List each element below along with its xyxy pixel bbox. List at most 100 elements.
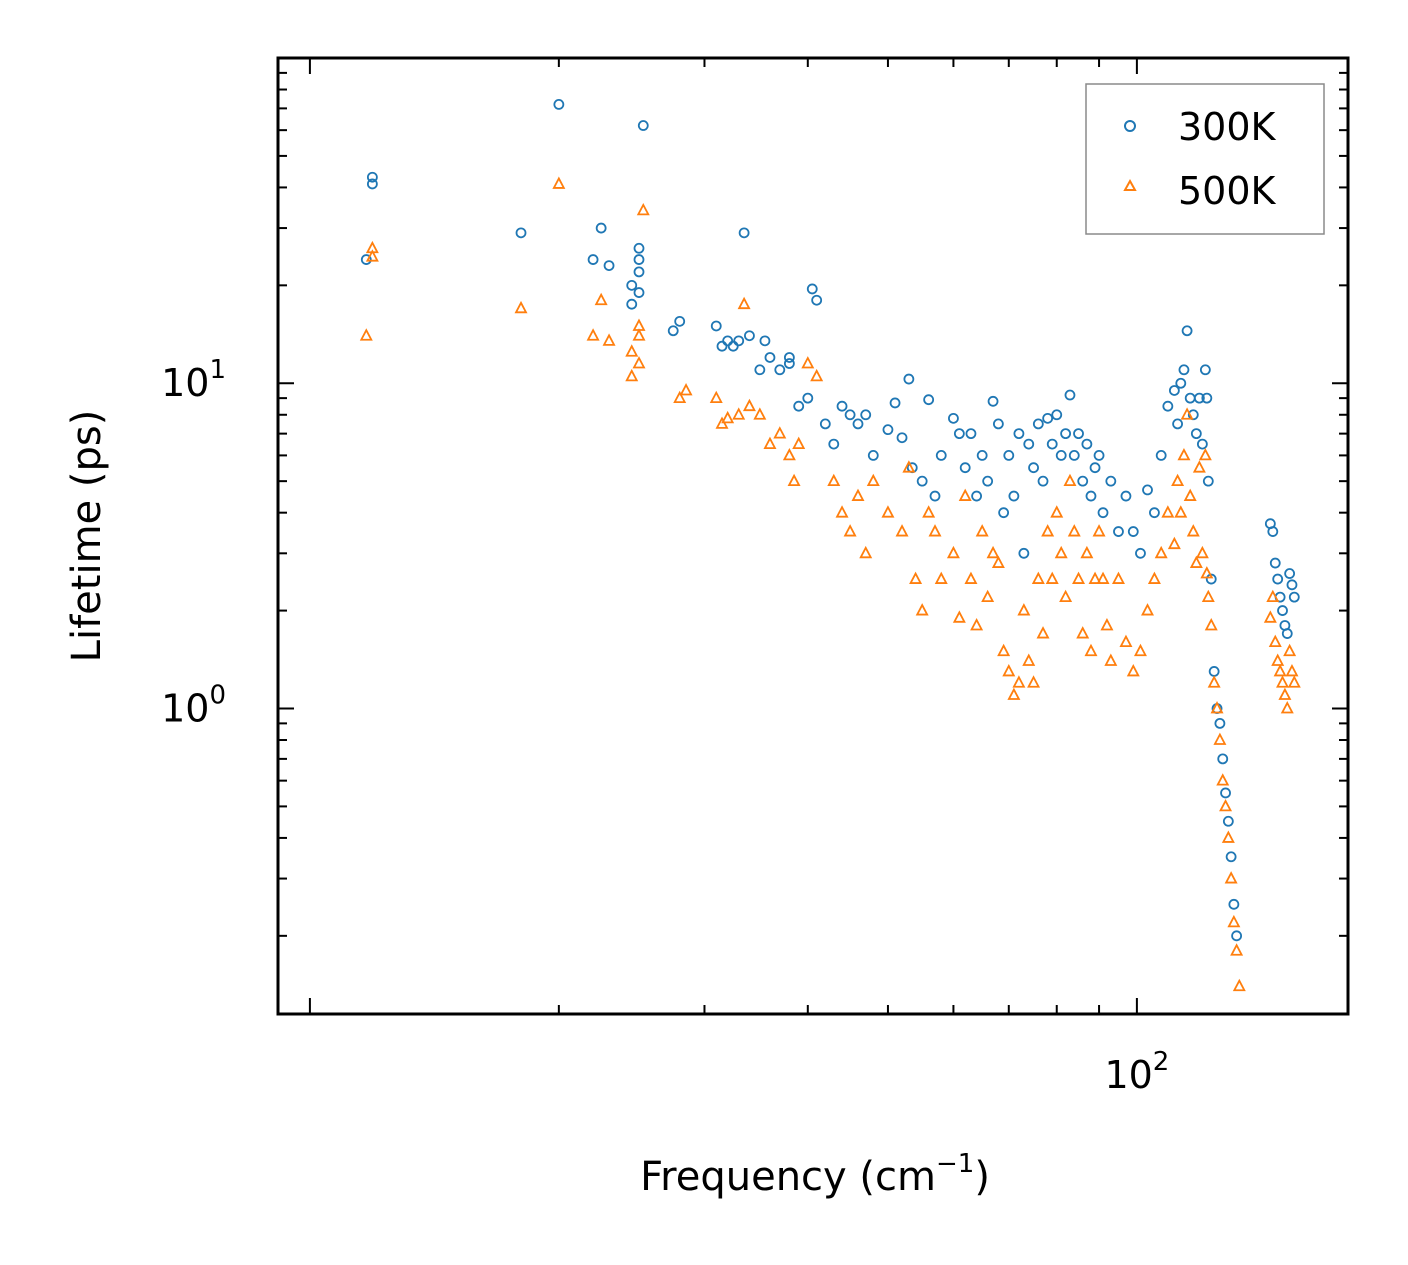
data-point [359,328,373,341]
data-point [594,292,608,306]
data-point [1133,643,1147,657]
data-point [1276,675,1290,688]
data-point [1204,618,1218,631]
data-point [514,300,528,314]
data-point [929,490,941,502]
data-point [1032,418,1044,430]
data-point [366,171,378,183]
data-point [1135,547,1146,559]
data-point [827,473,841,487]
data-point [935,450,947,461]
data-point [633,287,645,298]
data-point [1042,412,1054,424]
data-point [1201,589,1215,603]
data-point [909,571,923,584]
x-tick-labels: 102 [1104,1047,1169,1097]
data-point [732,407,746,420]
data-point [1202,475,1214,487]
data-point [1007,687,1021,700]
data-point [1023,438,1035,450]
data-point [1268,634,1282,648]
data-point [783,352,795,363]
data-point [1060,428,1072,440]
data-point [959,462,971,474]
data-point [1278,687,1292,700]
plot-frame [276,56,1350,1016]
data-point [1271,653,1285,666]
data-point [1208,666,1220,677]
data-point [587,254,599,265]
data-point [1168,385,1180,396]
data-point [595,222,607,234]
data-point [366,178,378,190]
data-point [1286,579,1298,591]
data-point [754,364,766,376]
data-point [1073,428,1084,440]
data-point [1046,438,1058,450]
data-point [1126,664,1140,677]
data-point [1285,664,1299,677]
data-point [1162,400,1174,412]
data-point [632,328,646,341]
data-point [836,400,848,412]
data-point [722,335,734,347]
data-point [633,266,645,278]
data-point [792,436,806,449]
data-point [759,335,771,347]
data-point [637,120,649,131]
data-point [1180,407,1194,420]
y-tick-label: 101 [161,355,226,405]
data-point [867,450,879,461]
data-point [1181,325,1193,337]
data-point [1127,526,1139,537]
data-point [928,524,942,537]
data-point [1224,871,1238,884]
series-500k [359,176,1301,992]
data-point [1172,418,1183,430]
data-point [1067,524,1081,537]
data-point [716,340,728,352]
data-point [903,373,915,385]
data-point [1097,507,1109,519]
data-point [1183,488,1197,501]
data-point [586,328,600,341]
data-point [633,254,645,265]
data-point [1013,428,1025,440]
data-point [1199,364,1211,376]
data-point [626,279,638,291]
data-point [674,315,686,327]
data-point [1219,798,1233,812]
data-point [948,412,959,424]
data-point [1225,851,1237,863]
data-point [1175,377,1187,389]
data-point [1105,475,1117,487]
data-point [997,643,1011,657]
data-point [1201,392,1213,404]
data-point [1283,643,1297,657]
data-point [1232,978,1246,992]
data-point [851,488,865,501]
data-point [1089,462,1101,474]
data-point [922,505,936,518]
data-point [1080,545,1094,559]
x-axis-title: Frequency (cm−1) [640,1149,990,1200]
data-point [1027,675,1041,688]
data-point [1192,460,1206,473]
legend-label-500k: 500K [1178,169,1277,213]
data-point [976,450,988,461]
data-point [679,383,693,396]
data-point [971,490,983,502]
data-point [626,298,638,310]
data-point [1142,484,1153,496]
data-point [1190,428,1202,440]
data-point [1189,555,1203,568]
data-point [882,424,894,436]
data-point [1059,589,1073,603]
data-point [773,426,787,439]
data-point [987,395,999,407]
data-point [1051,409,1063,421]
data-point [633,242,645,254]
data-point [1076,626,1090,639]
data-point [1221,830,1235,843]
data-point [515,227,527,239]
